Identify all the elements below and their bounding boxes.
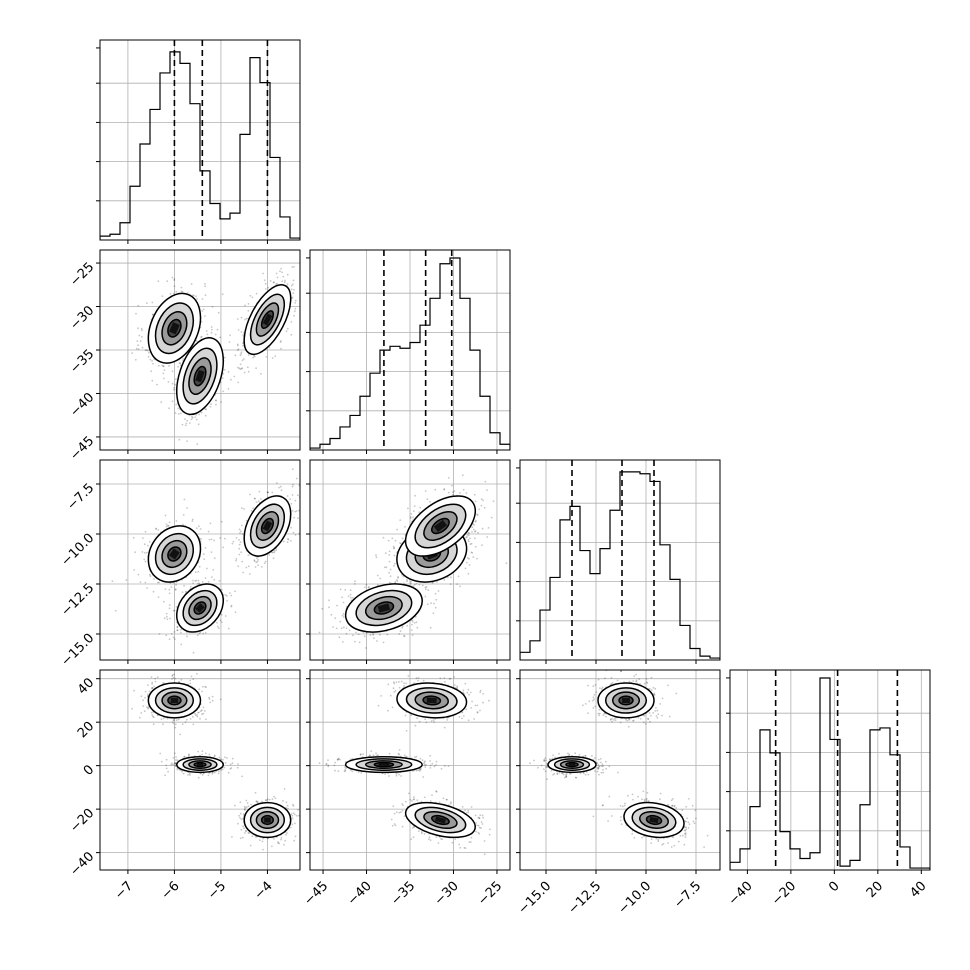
scatter-panel-2-0: −15.0 −12.5 −10.0 −7.5 xyxy=(59,459,301,670)
x-tick-label: −20 xyxy=(769,879,799,909)
x-tick-label: −35 xyxy=(388,879,418,909)
y-tick-label: −20 xyxy=(67,806,97,836)
density-contour-2 xyxy=(243,495,292,557)
x-tick-label: −15.0 xyxy=(516,879,555,918)
scatter-panel-3-2: −15.0 −12.5 −10.0 −7.5 xyxy=(516,669,721,918)
x-tick-label: 20 xyxy=(864,879,886,901)
y-tick-label: −45 xyxy=(67,434,97,464)
y-tick-label: 40 xyxy=(75,675,97,697)
x-tick-label: −6 xyxy=(159,879,183,903)
hist-panel-2 xyxy=(516,459,721,664)
x-tick-label: −5 xyxy=(205,879,229,903)
x-tick-label: 0 xyxy=(826,879,842,895)
histogram-step-line xyxy=(730,677,930,870)
density-contour-0 xyxy=(597,682,655,719)
density-contour-1 xyxy=(547,755,597,774)
histogram-step-line xyxy=(100,51,300,240)
density-contour-1 xyxy=(344,755,423,774)
panel-frame xyxy=(519,459,721,661)
hist-panel-3: −40 −20 0 20 40 xyxy=(726,669,931,909)
density-contour-0 xyxy=(147,682,202,719)
density-contour-0 xyxy=(147,292,202,364)
y-tick-label: −40 xyxy=(67,390,97,420)
hist-panel-0 xyxy=(96,39,301,244)
x-tick-label: −4 xyxy=(252,879,276,903)
x-tick-label: −30 xyxy=(432,879,462,909)
histogram-step-line xyxy=(310,257,510,450)
density-contour-1 xyxy=(175,337,225,416)
y-tick-label: −15.0 xyxy=(59,631,98,670)
x-tick-label: −12.5 xyxy=(566,879,605,918)
panel-frame xyxy=(519,669,721,871)
density-contour-1 xyxy=(344,583,423,633)
hist-panel-1 xyxy=(306,249,511,454)
y-tick-label: −10.0 xyxy=(59,531,98,570)
density-contour-2 xyxy=(623,801,685,839)
x-tick-label: −45 xyxy=(301,879,331,909)
density-contour-2 xyxy=(243,284,292,356)
y-tick-label: −30 xyxy=(67,303,97,333)
panel-frame xyxy=(99,669,301,871)
panel-frame xyxy=(99,39,301,241)
y-tick-label: −12.5 xyxy=(59,581,98,620)
panel-frame xyxy=(99,459,301,661)
scatter-panel-2-1 xyxy=(306,459,511,664)
density-contour-0 xyxy=(396,682,468,719)
y-tick-label: −35 xyxy=(67,347,97,377)
scatter-panel-3-1: −45 −40 −35 −30 −25 xyxy=(301,669,511,909)
density-contour-2 xyxy=(243,801,292,839)
panel-frame xyxy=(729,669,931,871)
y-tick-label: −25 xyxy=(67,260,97,290)
density-contour-1 xyxy=(175,755,225,774)
density-contour-2 xyxy=(404,801,476,839)
density-contour-1 xyxy=(175,583,225,633)
x-tick-label: −7.5 xyxy=(671,879,704,912)
density-contour-0 xyxy=(147,525,202,583)
x-tick-label: 40 xyxy=(907,879,929,901)
histogram-step-line xyxy=(520,471,720,660)
x-tick-label: −7 xyxy=(112,879,136,903)
x-tick-label: −40 xyxy=(726,879,756,909)
x-tick-label: −10.0 xyxy=(616,879,655,918)
scatter-panel-3-0: −7 −6 −5 −4 −40 −20 0 20 40 xyxy=(67,669,301,903)
scatter-panel-1-0: −45 −40 −35 −30 −25 xyxy=(67,249,301,464)
x-tick-label: −40 xyxy=(345,879,375,909)
y-tick-label: 0 xyxy=(81,762,97,778)
x-tick-label: −25 xyxy=(475,879,505,909)
y-tick-label: 20 xyxy=(75,719,97,741)
y-tick-label: −40 xyxy=(67,849,97,879)
y-tick-label: −7.5 xyxy=(64,481,97,514)
density-contour-2 xyxy=(404,495,476,557)
